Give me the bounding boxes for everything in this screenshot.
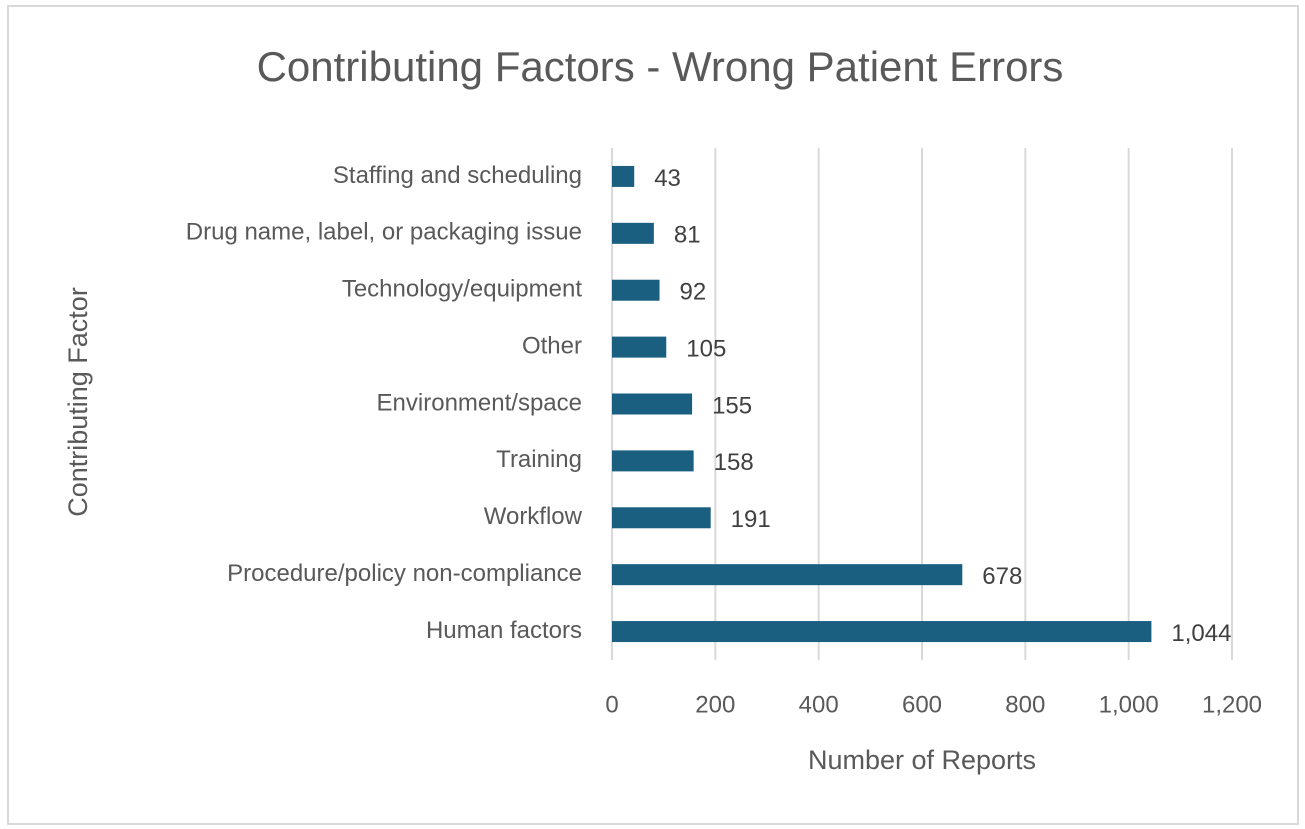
data-label: 158 (714, 449, 754, 476)
x-tick-label: 800 (1005, 691, 1045, 718)
bar (612, 222, 654, 244)
plot: Staffing and scheduling 43 Drug name, labe… (186, 162, 1232, 647)
bar (612, 507, 711, 529)
x-tick-label: 0 (605, 691, 618, 718)
x-tick-label: 400 (799, 691, 839, 718)
x-tick-label: 600 (902, 691, 942, 718)
y-tick-label: Environment/space (377, 389, 582, 416)
data-label: 105 (686, 335, 726, 362)
chart-frame (7, 5, 1299, 825)
y-tick-label: Other (522, 332, 582, 359)
y-tick-label: Workflow (484, 503, 583, 530)
data-label: 43 (654, 165, 681, 192)
y-tick-label: Training (496, 446, 582, 473)
y-tick-label: Drug name, label, or packaging issue (186, 219, 582, 246)
data-label: 155 (712, 392, 752, 419)
y-axis-title: Contributing Factor (63, 287, 93, 517)
x-axis-title: Number of Reports (808, 745, 1036, 775)
chart-title: Contributing Factors - Wrong Patient Err… (257, 43, 1064, 90)
bar (612, 165, 635, 187)
bar (612, 393, 693, 415)
y-tick-label: Technology/equipment (342, 276, 582, 303)
data-label: 678 (982, 563, 1022, 590)
y-tick-label: Procedure/policy non-compliance (227, 560, 582, 587)
data-label: 92 (680, 279, 707, 306)
bar (612, 564, 963, 586)
y-tick-label: Human factors (426, 617, 582, 644)
bar (612, 621, 1152, 643)
data-label: 81 (674, 222, 701, 249)
bar (612, 336, 667, 358)
x-tick-label: 200 (695, 691, 735, 718)
x-tick-label: 1,000 (1099, 691, 1159, 718)
data-label: 191 (731, 506, 771, 533)
x-tick-label: 1,200 (1202, 691, 1262, 718)
y-tick-label: Staffing and scheduling (333, 162, 582, 189)
bar (612, 279, 660, 301)
bar (612, 450, 694, 472)
data-label: 1,044 (1171, 620, 1231, 647)
